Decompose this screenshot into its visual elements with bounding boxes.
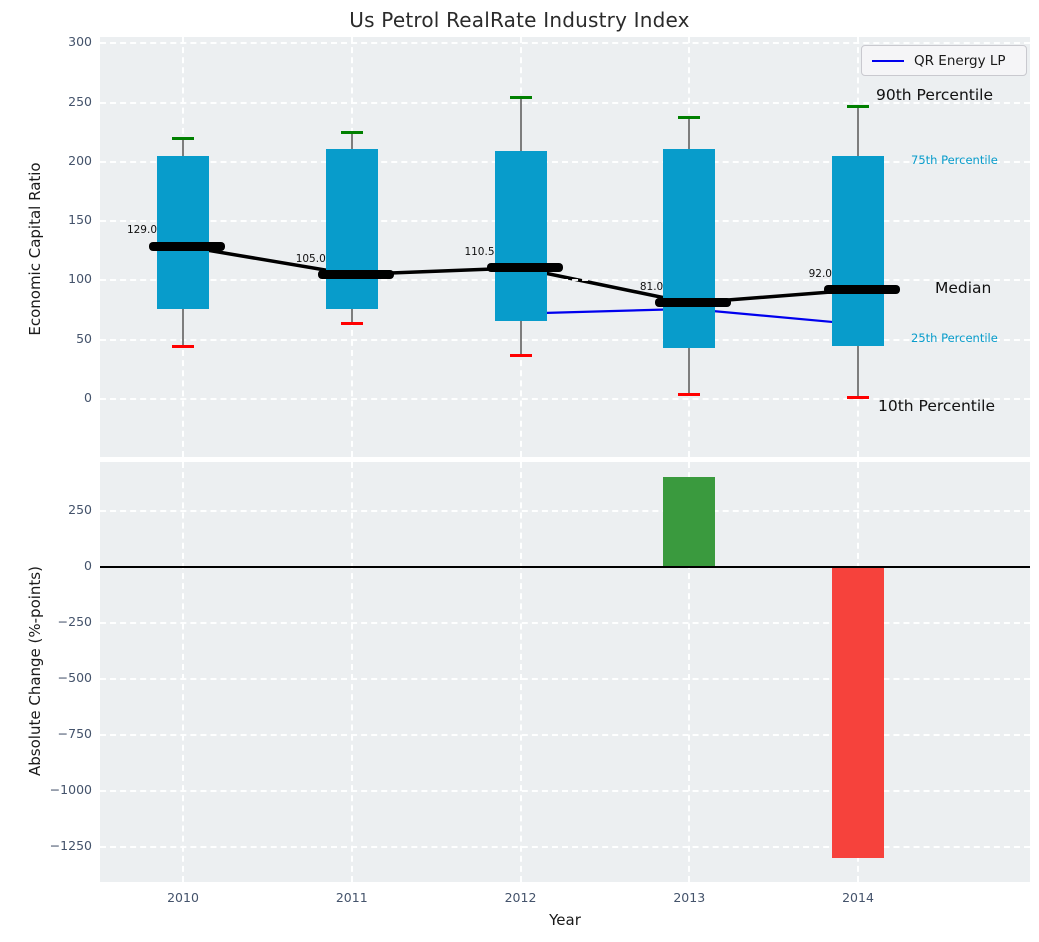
p10-cap-2014	[847, 396, 869, 400]
y-tick-label-top: 150	[68, 212, 92, 228]
y-tick-label-bottom: 0	[84, 558, 92, 573]
annotation-median: Median	[935, 279, 992, 297]
p10-cap-2010	[172, 345, 194, 349]
median-segment-2013	[655, 298, 732, 308]
gridline-top	[100, 160, 1030, 163]
gridline-bottom	[100, 510, 1030, 512]
top-y-axis-label: Economic Capital Ratio	[26, 162, 44, 336]
zero-line	[100, 566, 1030, 568]
legend: QR Energy LP	[861, 45, 1027, 76]
annotation-90th-percentile: 90th Percentile	[876, 86, 994, 104]
p10-cap-2011	[340, 321, 363, 325]
x-tick-label: 2014	[842, 890, 874, 905]
gridline-bottom	[100, 790, 1030, 792]
x-axis-label: Year	[549, 911, 581, 929]
median-segment-2011	[317, 270, 394, 279]
gridline-top	[100, 398, 1030, 400]
iqr-box-2012	[494, 151, 547, 321]
vgridline-bottom	[519, 462, 522, 882]
p90-cap-2014	[847, 104, 869, 108]
y-tick-label-bottom: −500	[57, 670, 92, 685]
gridline-top	[100, 42, 1030, 45]
iqr-box-2014	[832, 155, 884, 346]
annotation-25th-percentile: 25th Percentile	[911, 331, 998, 345]
y-tick-label-bottom: −750	[57, 726, 92, 741]
p90-cap-2012	[509, 96, 532, 100]
bottom-axes	[100, 462, 1030, 882]
x-tick-label: 2010	[167, 890, 199, 905]
gridline-top	[100, 279, 1030, 282]
median-value-label-2014: 92.0	[808, 267, 832, 280]
x-tick-label: 2012	[504, 890, 537, 905]
y-tick-label-bottom: −1250	[49, 838, 92, 853]
gridline-bottom	[100, 622, 1030, 624]
p90-cap-2010	[172, 136, 194, 140]
median-value-label-2011: 105.0	[295, 252, 326, 265]
iqr-box-2013	[663, 148, 716, 348]
vgridline-bottom	[350, 462, 353, 882]
median-segment-2012	[486, 263, 563, 273]
y-tick-label-top: 250	[68, 93, 92, 109]
median-segment-2014	[824, 285, 900, 295]
y-tick-label-top: 300	[68, 34, 92, 50]
gridline-top	[100, 338, 1030, 341]
y-tick-label-bottom: −1000	[49, 782, 92, 797]
change-bar-2013	[663, 477, 716, 567]
y-tick-label-bottom: 250	[68, 502, 92, 517]
median-value-label-2013: 81.0	[639, 280, 664, 293]
gridline-bottom	[100, 678, 1030, 680]
annotation-10th-percentile: 10th Percentile	[878, 397, 996, 415]
median-value-label-2012: 110.5	[464, 245, 495, 258]
x-tick-label: 2013	[673, 890, 706, 905]
median-segment-2010	[149, 241, 225, 251]
legend-line-sample	[872, 59, 904, 62]
y-tick-label-top: 200	[68, 152, 92, 168]
vgridline-bottom	[182, 462, 184, 882]
gridline-bottom	[100, 734, 1030, 736]
vgridline-bottom	[688, 462, 691, 882]
gridline-top	[100, 101, 1030, 104]
gridline-bottom	[100, 846, 1030, 848]
y-tick-label-top: 50	[76, 330, 92, 346]
p90-cap-2011	[340, 130, 363, 134]
median-value-label-2010: 129.0	[126, 224, 157, 237]
legend-label: QR Energy LP	[914, 52, 1006, 69]
p10-cap-2013	[678, 392, 701, 396]
p10-cap-2012	[509, 353, 532, 357]
iqr-box-2010	[157, 155, 209, 309]
y-tick-label-top: 0	[84, 390, 92, 405]
iqr-box-2011	[325, 148, 378, 309]
y-tick-label-bottom: −250	[57, 614, 92, 629]
gridline-top	[100, 220, 1030, 223]
chart-title: Us Petrol RealRate Industry Index	[349, 8, 690, 32]
change-bar-2014	[832, 567, 884, 859]
p90-cap-2013	[678, 116, 701, 120]
annotation-75th-percentile: 75th Percentile	[911, 153, 998, 167]
y-tick-label-top: 100	[68, 271, 92, 287]
x-tick-label: 2011	[335, 890, 368, 905]
